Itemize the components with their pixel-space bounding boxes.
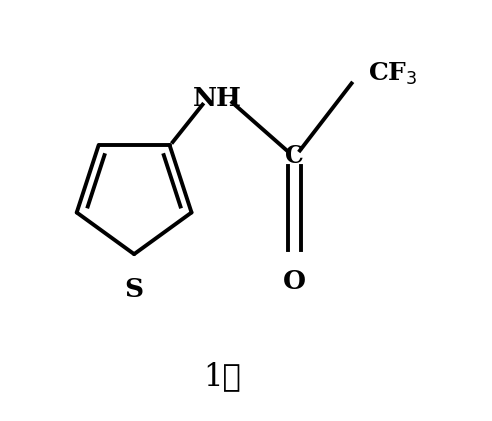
Text: S: S (124, 277, 144, 302)
Text: NH: NH (192, 86, 241, 111)
Text: CF$_3$: CF$_3$ (368, 60, 417, 86)
Text: O: O (283, 269, 306, 294)
Text: C: C (285, 144, 304, 168)
Text: 1。: 1。 (203, 361, 241, 392)
